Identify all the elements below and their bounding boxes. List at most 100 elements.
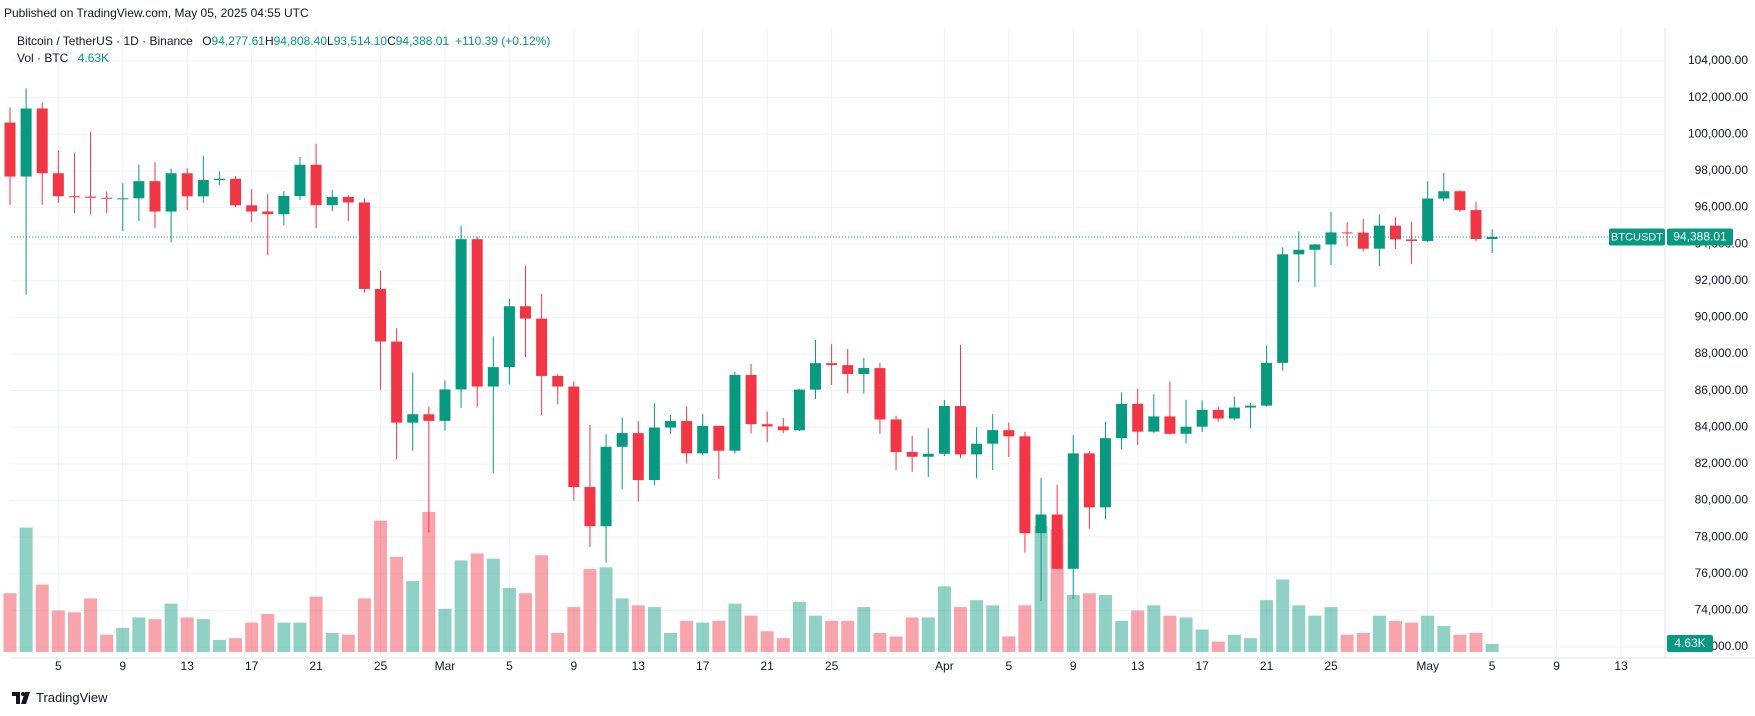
- volume-bar: [841, 620, 855, 652]
- candle-body: [503, 306, 515, 368]
- volume-bar: [116, 627, 130, 652]
- volume-bar: [712, 620, 726, 652]
- candle-body: [745, 374, 757, 425]
- candle-body: [68, 196, 80, 198]
- candle-body: [358, 202, 370, 289]
- volume-bar: [502, 588, 516, 652]
- volume-badge: [1667, 634, 1713, 652]
- candle-body: [375, 288, 387, 342]
- volume-bar: [744, 615, 758, 652]
- volume-bar: [1163, 615, 1177, 652]
- candle-body: [568, 386, 580, 488]
- volume-bar: [1260, 600, 1274, 652]
- legend-value: 94,808.40: [273, 34, 327, 48]
- volume-bar: [212, 639, 226, 652]
- volume-bar: [148, 619, 162, 652]
- candle-body: [230, 178, 242, 206]
- candle-body: [584, 487, 596, 527]
- x-tick-label: 25: [825, 659, 839, 673]
- volume-bar: [1388, 620, 1402, 652]
- candle-body: [117, 198, 129, 200]
- volume-bar: [792, 601, 806, 652]
- volume-bar: [1211, 641, 1225, 652]
- candle-body: [810, 363, 821, 390]
- candle-body: [1438, 191, 1450, 199]
- candle-body: [1148, 416, 1160, 432]
- candle-body: [1486, 236, 1498, 240]
- candle-body: [471, 239, 483, 387]
- volume-bar: [696, 622, 710, 652]
- volume-bar: [921, 617, 935, 652]
- volume-bar: [51, 610, 65, 652]
- legend-key: O: [202, 34, 212, 48]
- legend-key: L: [327, 34, 334, 48]
- volume-bar: [1066, 594, 1080, 652]
- candle-body: [246, 205, 258, 212]
- volume-bar: [1179, 617, 1193, 652]
- y-tick-label: 104,000.00: [1688, 53, 1748, 67]
- volume-bar: [776, 638, 790, 652]
- volume-bar: [970, 600, 984, 652]
- x-tick-label: 13: [632, 659, 646, 673]
- candle-body: [1454, 191, 1466, 211]
- candle-body: [1180, 426, 1192, 434]
- y-tick-label: 82,000.00: [1695, 456, 1749, 470]
- candle-body: [1341, 232, 1353, 234]
- y-tick-label: 88,000.00: [1695, 346, 1749, 360]
- volume-bar: [873, 632, 887, 652]
- x-tick-label: 9: [1553, 659, 1560, 673]
- candle-body: [455, 239, 467, 390]
- candle-body: [777, 426, 789, 431]
- candle-body: [906, 452, 918, 457]
- symbol-badge: [1609, 228, 1665, 246]
- candle-body: [1357, 232, 1369, 249]
- candle-body: [1422, 198, 1434, 241]
- candle-body: [101, 197, 113, 199]
- candle-body: [729, 374, 741, 451]
- candle-body: [1212, 409, 1224, 419]
- volume-legend: Vol · BTC 4.63K: [17, 51, 109, 65]
- x-tick-label: 5: [55, 659, 62, 673]
- candle-body: [1099, 438, 1111, 508]
- candle-body: [391, 341, 403, 423]
- candle-body: [20, 108, 32, 177]
- y-tick-label: 76,000.00: [1695, 566, 1749, 580]
- price-badge: [1667, 228, 1733, 246]
- price-badge-text: 94,388.01: [1673, 230, 1727, 244]
- x-tick-label: 9: [571, 659, 578, 673]
- x-tick-label: 9: [119, 659, 126, 673]
- x-tick-label: 21: [760, 659, 774, 673]
- volume-bar: [357, 598, 371, 652]
- volume-bar: [470, 553, 484, 652]
- volume-bar: [325, 632, 339, 652]
- volume-bar: [1147, 605, 1161, 652]
- volume-bar: [680, 620, 694, 652]
- candle-body: [1083, 453, 1095, 508]
- candle-body: [213, 178, 225, 181]
- volume-bar: [857, 607, 871, 652]
- volume-bar: [567, 607, 581, 652]
- volume-bar: [1340, 634, 1354, 652]
- volume-bar: [1115, 620, 1129, 652]
- candle-body: [987, 430, 999, 444]
- candle-body: [1035, 514, 1047, 534]
- x-tick-label: 13: [1131, 659, 1145, 673]
- candle-body: [858, 368, 870, 374]
- volume-bar: [309, 596, 323, 652]
- candle-body: [487, 367, 499, 387]
- volume-bar: [1421, 615, 1435, 652]
- y-tick-label: 78,000.00: [1695, 529, 1749, 543]
- volume-bar: [374, 520, 388, 652]
- volume-bar: [986, 605, 1000, 652]
- volume-bar: [84, 598, 98, 652]
- x-tick-label: 5: [1489, 659, 1496, 673]
- volume-bar: [535, 555, 549, 652]
- candle-body: [1164, 416, 1176, 434]
- y-tick-label: 80,000.00: [1695, 493, 1749, 507]
- x-tick-label: 5: [506, 659, 513, 673]
- candle-body: [1132, 403, 1144, 432]
- volume-bar: [19, 527, 33, 652]
- volume-bar: [760, 631, 774, 652]
- candle-body: [165, 173, 177, 212]
- candle-body: [1019, 436, 1031, 534]
